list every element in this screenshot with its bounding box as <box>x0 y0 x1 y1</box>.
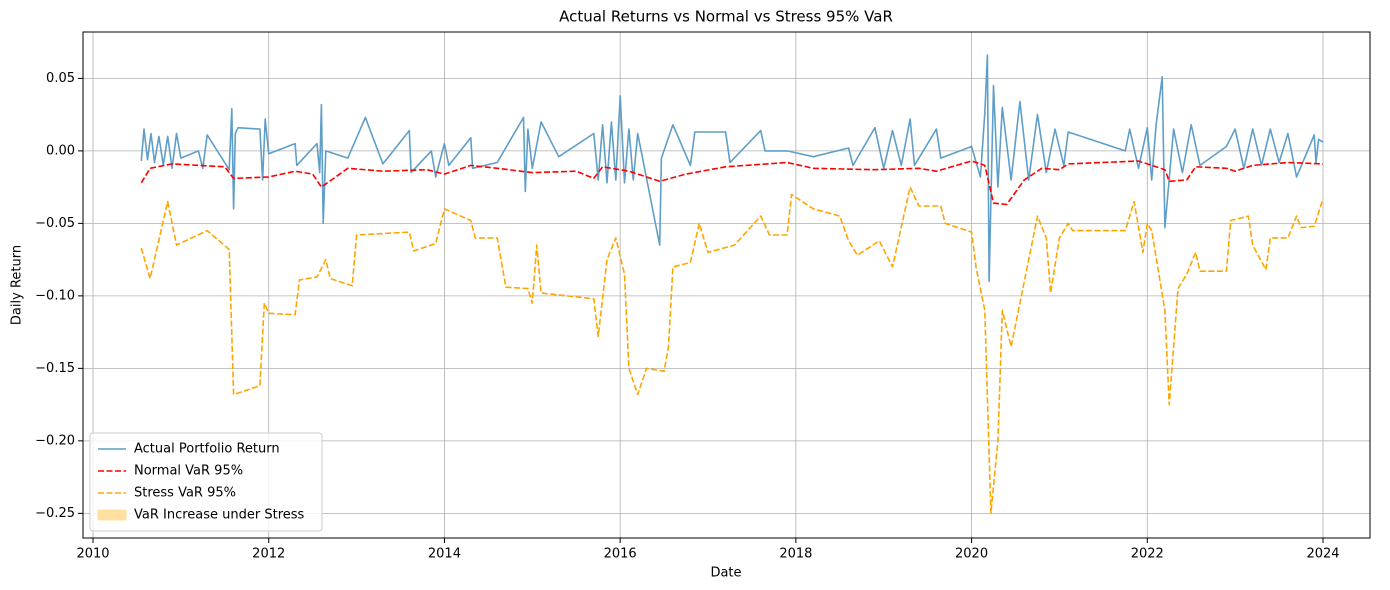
legend-label: Stress VaR 95% <box>134 486 236 501</box>
legend-swatch <box>97 509 127 521</box>
x-tick-label: 2012 <box>252 547 285 562</box>
y-tick-label: −0.25 <box>35 506 75 521</box>
x-tick-label: 2010 <box>76 547 109 562</box>
legend-box <box>89 432 323 532</box>
series-line <box>140 186 1324 515</box>
x-tick-label: 2016 <box>604 547 637 562</box>
y-tick-label: 0.00 <box>46 143 75 158</box>
y-tick-label: −0.10 <box>35 288 75 303</box>
x-axis-label: Date <box>710 566 741 581</box>
y-tick-label: −0.05 <box>35 216 75 231</box>
series-line <box>140 54 1324 283</box>
chart-title: Actual Returns vs Normal vs Stress 95% V… <box>559 8 893 26</box>
y-tick-label: −0.20 <box>35 433 75 448</box>
legend-label: VaR Increase under Stress <box>134 508 305 523</box>
plot-frame <box>82 31 1371 539</box>
x-tick-label: 2020 <box>955 547 988 562</box>
y-axis-label: Daily Return <box>10 245 25 325</box>
y-tick-label: −0.15 <box>35 361 75 376</box>
x-tick-label: 2018 <box>779 547 812 562</box>
x-tick-label: 2022 <box>1131 547 1164 562</box>
legend-label: Actual Portfolio Return <box>134 442 280 457</box>
x-tick-label: 2014 <box>428 547 461 562</box>
x-tick-label: 2024 <box>1306 547 1339 562</box>
y-tick-label: 0.05 <box>46 71 75 86</box>
legend-label: Normal VaR 95% <box>134 464 243 479</box>
series-line <box>140 160 1324 206</box>
legend: Actual Portfolio Return Normal VaR 95% Str… <box>89 432 323 532</box>
